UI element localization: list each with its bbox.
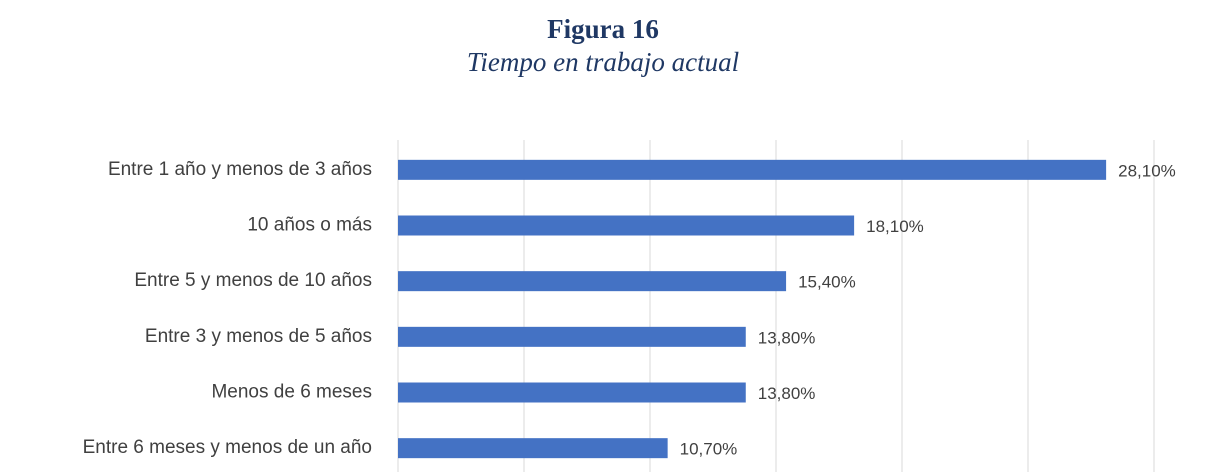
category-label: Entre 6 meses y menos de un año — [83, 437, 372, 458]
category-label: Entre 5 y menos de 10 años — [134, 270, 372, 291]
bar — [398, 215, 855, 236]
value-label: 10,70% — [680, 440, 738, 459]
bar — [398, 438, 668, 459]
category-label: Entre 3 y menos de 5 años — [145, 326, 372, 347]
value-label: 18,10% — [866, 217, 924, 236]
bar — [398, 326, 746, 347]
value-label: 13,80% — [758, 384, 816, 403]
chart-title: Figura 16 — [547, 14, 659, 44]
value-label: 13,80% — [758, 328, 816, 347]
chart-subtitle: Tiempo en trabajo actual — [467, 47, 739, 77]
category-label: 10 años o más — [247, 215, 372, 236]
value-label: 28,10% — [1118, 161, 1176, 180]
bar — [398, 271, 787, 292]
value-label: 15,40% — [798, 273, 856, 292]
category-label: Entre 1 año y menos de 3 años — [108, 159, 372, 180]
bar — [398, 382, 746, 403]
bar — [398, 159, 1107, 180]
category-label: Menos de 6 meses — [211, 382, 372, 403]
